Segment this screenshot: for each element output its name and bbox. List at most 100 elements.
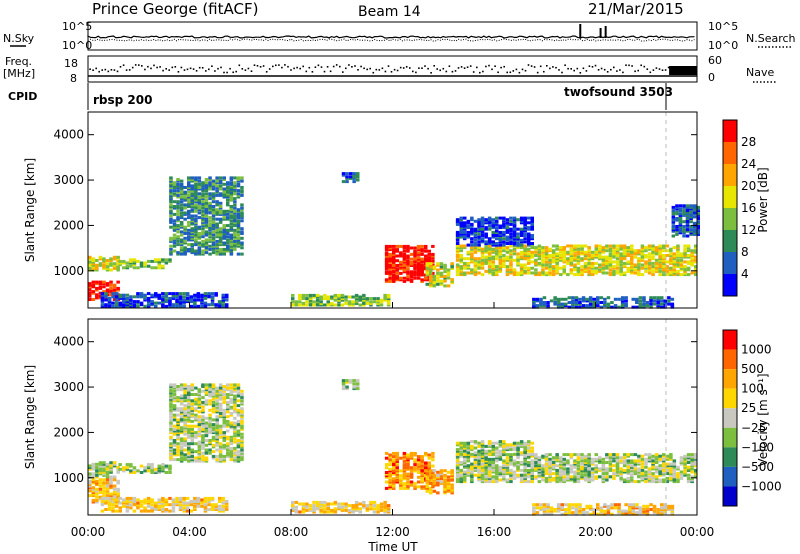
power-cell	[654, 258, 659, 262]
velocity-cell	[88, 475, 92, 479]
power-cell	[187, 197, 191, 201]
power-cell	[692, 231, 697, 235]
velocity-cell	[598, 467, 602, 471]
velocity-cell	[164, 501, 169, 505]
velocity-cell	[436, 481, 440, 485]
velocity-cell	[583, 464, 588, 468]
power-cell	[470, 258, 474, 262]
power-cell	[204, 243, 209, 247]
power-cell	[566, 250, 570, 254]
velocity-cell	[182, 501, 186, 505]
velocity-cell	[594, 457, 598, 461]
power-cell	[592, 297, 596, 301]
velocity-cell	[187, 397, 191, 401]
velocity-cell	[427, 453, 431, 457]
power-cell	[129, 298, 133, 302]
velocity-cell	[190, 451, 194, 455]
power-cell	[610, 305, 614, 309]
power-cell	[298, 293, 302, 297]
power-cell	[340, 297, 345, 301]
power-cell	[236, 193, 241, 197]
nave-point	[268, 68, 271, 70]
power-cell	[194, 233, 198, 237]
nave-point	[211, 65, 213, 67]
power-cell	[204, 195, 209, 199]
velocity-cell	[605, 472, 609, 476]
power-cell	[233, 189, 237, 193]
power-cell	[301, 295, 306, 299]
velocity-cell	[406, 463, 410, 467]
velocity-cell	[548, 464, 552, 468]
power-cell	[200, 293, 204, 297]
power-cell	[498, 260, 503, 264]
power-cell	[495, 243, 499, 247]
velocity-cell	[384, 480, 389, 484]
power-cell	[125, 293, 130, 297]
power-cell	[576, 260, 581, 264]
velocity-cell	[172, 429, 177, 433]
velocity-cell	[240, 419, 244, 423]
power-cell	[473, 219, 478, 223]
power-cell	[409, 262, 414, 266]
power-cell	[420, 265, 424, 269]
power-cell	[578, 301, 582, 304]
power-cell	[208, 176, 212, 180]
power-cell	[432, 282, 437, 286]
power-cell	[640, 254, 645, 257]
velocity-cell	[236, 424, 241, 428]
power-cell	[512, 224, 517, 228]
velocity-cell	[466, 454, 471, 458]
velocity-cell	[211, 445, 216, 449]
nave-point	[606, 71, 609, 73]
power-cell	[692, 207, 697, 211]
velocity-cell	[630, 461, 634, 464]
velocity-cell	[102, 478, 106, 482]
power-cell	[146, 259, 151, 263]
power-cell	[484, 226, 488, 230]
power-cell	[491, 250, 495, 254]
nave-label: Nave	[746, 66, 774, 79]
velocity-cell	[218, 396, 223, 400]
velocity-cell	[477, 468, 481, 472]
power-cell	[179, 233, 184, 237]
velocity-cell	[406, 480, 410, 484]
power-cell	[459, 232, 463, 236]
power-cell	[176, 236, 180, 240]
velocity-cell	[172, 404, 177, 408]
velocity-cell	[406, 466, 410, 470]
power-cell	[211, 246, 216, 250]
velocity-cell	[169, 397, 173, 401]
velocity-cell	[196, 500, 201, 503]
velocity-cell	[208, 386, 212, 390]
power-cell	[519, 268, 524, 272]
velocity-cell	[221, 509, 225, 513]
power-cell	[495, 226, 499, 230]
power-cell	[211, 181, 216, 185]
power-cell	[427, 252, 431, 256]
power-cell	[100, 293, 105, 297]
power-cell	[580, 258, 584, 262]
velocity-cell	[637, 470, 641, 474]
power-cell	[182, 300, 186, 304]
power-cell	[509, 265, 513, 269]
velocity-cell	[337, 507, 341, 511]
power-cell	[233, 203, 237, 207]
power-cell	[569, 244, 574, 248]
power-cell	[197, 247, 202, 251]
power-cell	[193, 304, 197, 308]
velocity-cell	[319, 500, 323, 504]
power-cell	[495, 273, 499, 277]
velocity-cell	[439, 477, 444, 481]
power-cell	[689, 213, 693, 217]
power-cell	[226, 190, 230, 194]
power-cell	[527, 252, 531, 256]
nave-point	[634, 70, 636, 73]
power-cell	[523, 218, 527, 222]
power-cell	[495, 269, 499, 273]
velocity-cell	[516, 461, 520, 464]
velocity-cell	[179, 427, 184, 431]
power-cell	[686, 255, 691, 259]
power-cell	[696, 232, 700, 236]
velocity-cell	[240, 440, 244, 444]
power-cell	[116, 262, 120, 266]
